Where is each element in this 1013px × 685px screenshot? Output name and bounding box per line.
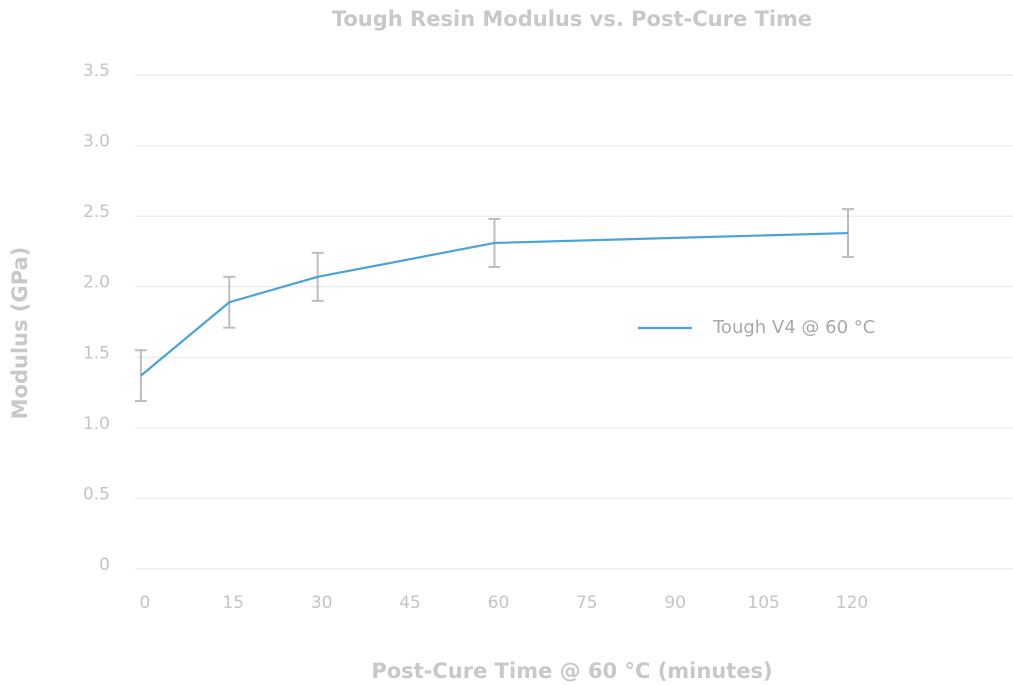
data-line <box>140 231 849 377</box>
x-tick-label: 75 <box>576 593 598 613</box>
y-tick-label: 0.5 <box>83 484 110 504</box>
x-tick-label: 0 <box>139 593 150 613</box>
x-tick-label: 45 <box>399 593 421 613</box>
x-tick-label: 90 <box>664 593 686 613</box>
x-tick-label: 120 <box>836 593 868 613</box>
y-tick-label: 1.0 <box>83 414 110 434</box>
y-tick-label: 1.5 <box>83 343 110 363</box>
x-tick-label: 105 <box>747 593 779 613</box>
y-tick-label: 3.5 <box>83 61 110 81</box>
y-axis-label: Modulus (GPa) <box>8 247 32 420</box>
x-tick-label: 30 <box>311 593 333 613</box>
y-tick-label: 2.0 <box>83 273 110 293</box>
error-bar <box>842 208 855 259</box>
y-tick-label: 0 <box>99 555 110 575</box>
chart-title: Tough Resin Modulus vs. Post-Cure Time <box>332 7 812 31</box>
x-axis-label: Post-Cure Time @ 60 °C (minutes) <box>371 659 772 683</box>
x-tick-label: 15 <box>222 593 244 613</box>
y-tick-label: 3.0 <box>83 132 110 152</box>
y-tick-label: 2.5 <box>83 202 110 222</box>
legend-label: Tough V4 @ 60 °C <box>712 317 875 338</box>
x-tick-label: 60 <box>488 593 510 613</box>
